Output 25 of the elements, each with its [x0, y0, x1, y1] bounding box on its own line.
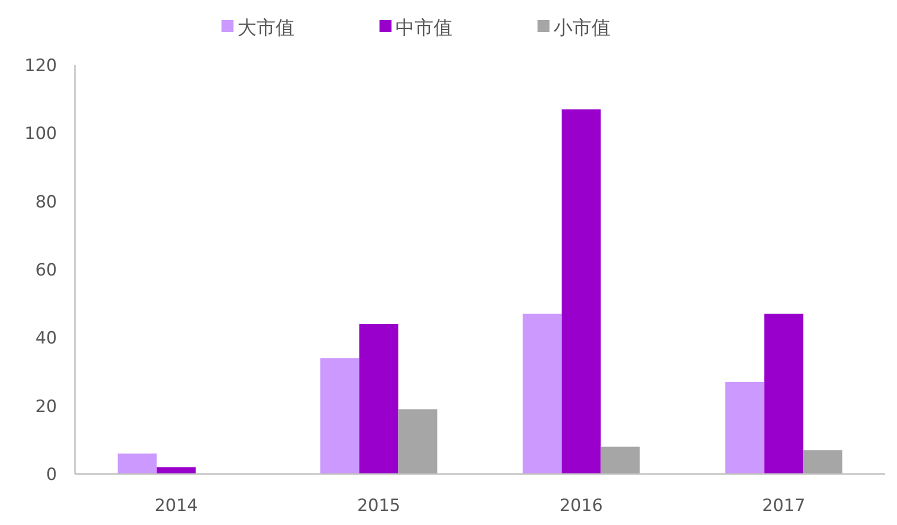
bar	[359, 324, 398, 474]
y-tick-label: 20	[35, 396, 57, 417]
bar	[803, 450, 842, 474]
bar	[764, 314, 804, 474]
bar	[522, 314, 562, 474]
legend-label: 大市值	[238, 17, 294, 39]
y-tick-label: 0	[46, 465, 57, 485]
bar	[562, 109, 601, 474]
y-tick-label: 60	[35, 260, 57, 280]
y-tick-label: 80	[35, 192, 57, 212]
x-tick-label: 2017	[762, 496, 806, 516]
y-tick-label: 40	[35, 328, 57, 349]
y-tick-label: 120	[24, 56, 57, 76]
bar	[600, 446, 640, 474]
bar	[118, 454, 157, 474]
x-tick-label: 2014	[154, 496, 198, 516]
bar	[156, 467, 196, 474]
x-tick-label: 2016	[560, 496, 603, 516]
y-tick-label: 100	[24, 124, 57, 144]
legend-label: 中市值	[396, 17, 452, 39]
bar	[398, 409, 438, 474]
legend-label: 小市值	[554, 17, 610, 39]
x-tick-label: 2015	[357, 496, 400, 516]
bar	[725, 382, 764, 474]
bar	[320, 358, 360, 474]
